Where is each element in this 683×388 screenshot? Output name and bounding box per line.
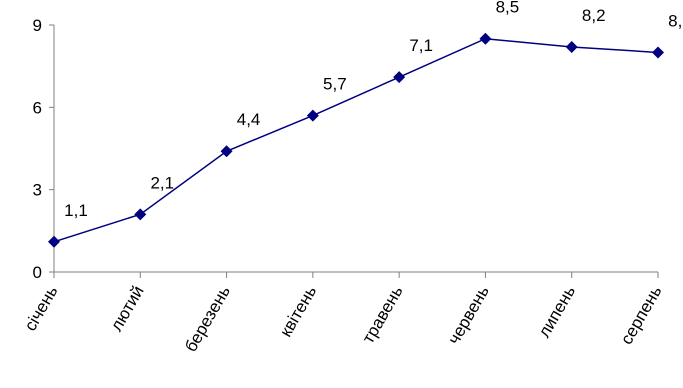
data-value-label: 8,5 xyxy=(496,0,520,17)
data-value-label: 4,4 xyxy=(237,110,261,129)
data-value-label: 7,1 xyxy=(409,36,433,55)
series-line xyxy=(53,37,659,243)
data-point-marker xyxy=(134,208,147,221)
x-axis-ticks: січень лютий березень квітень травень червень… xyxy=(21,272,666,355)
data-point-marker xyxy=(565,40,578,53)
y-axis-ticks: 0 3 6 9 xyxy=(33,16,54,282)
y-tick-label: 6 xyxy=(33,98,42,117)
x-tick-label: травень xyxy=(359,282,407,346)
x-tick-label: березень xyxy=(181,282,234,355)
data-point-marker xyxy=(652,46,664,59)
data-value-label: 8,2 xyxy=(582,6,606,25)
y-tick-label: 9 xyxy=(33,16,42,35)
y-tick-label: 0 xyxy=(33,263,42,282)
data-point-marker xyxy=(479,32,492,45)
data-point-marker xyxy=(393,71,406,84)
x-tick-label: січень xyxy=(21,282,62,334)
x-tick-label: квітень xyxy=(276,282,320,340)
data-point-marker xyxy=(220,145,233,158)
data-point-marker xyxy=(48,235,60,248)
x-tick-label: червень xyxy=(444,282,493,347)
x-tick-label: серпень xyxy=(617,282,666,347)
data-value-label: 8,0 xyxy=(668,11,683,30)
x-tick-label: липень xyxy=(535,282,580,340)
series-markers xyxy=(48,32,664,248)
data-value-label: 1,1 xyxy=(64,201,88,220)
y-tick-label: 3 xyxy=(33,181,42,200)
x-tick-label: лютий xyxy=(107,283,148,335)
data-value-label: 5,7 xyxy=(323,75,347,94)
data-point-marker xyxy=(306,109,319,122)
data-labels: 1,1 2,1 4,4 5,7 7,1 8,5 8,2 8,0 xyxy=(64,0,683,220)
data-value-label: 2,1 xyxy=(150,173,174,192)
